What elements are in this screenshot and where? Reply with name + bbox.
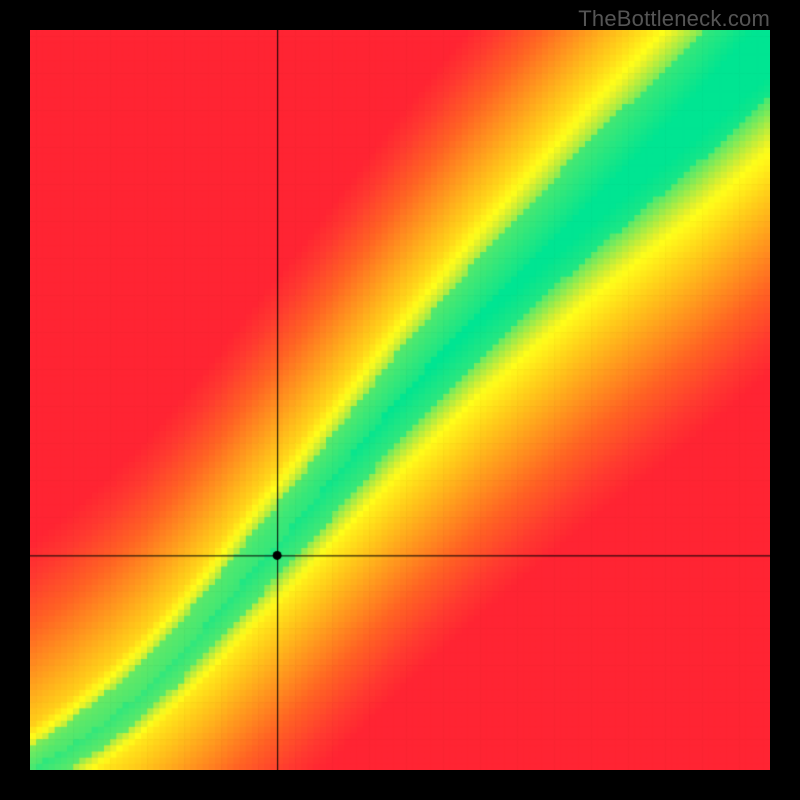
bottleneck-heatmap <box>30 30 770 770</box>
watermark-text: TheBottleneck.com <box>578 6 770 32</box>
figure-container: TheBottleneck.com <box>0 0 800 800</box>
